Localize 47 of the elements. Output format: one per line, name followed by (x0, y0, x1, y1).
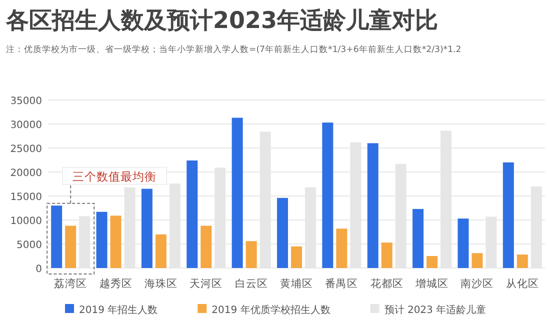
y-tick-label: 35000 (10, 96, 42, 107)
bar (200, 226, 212, 268)
chart-title: 各区招生人数及预计2023年适龄儿童对比 (5, 7, 438, 34)
y-tick-label: 10000 (10, 216, 42, 227)
bar (141, 188, 152, 268)
x-tick-label: 增城区 (414, 277, 449, 290)
bar (502, 162, 514, 268)
y-tick-label: 30000 (10, 120, 42, 131)
y-tick-label: 0 (36, 264, 42, 275)
annotation: 三个数值最均衡 (72, 169, 157, 184)
x-tick-label: 黄埔区 (280, 277, 313, 290)
bar (412, 208, 424, 268)
x-tick-label: 南沙区 (460, 277, 494, 290)
bar (336, 228, 348, 268)
legend-label: 2019 年招生人数 (79, 304, 158, 316)
legend-label: 2019 年优质学校招生人数 (212, 304, 330, 316)
bar (232, 118, 243, 268)
x-tick-label: 白云区 (234, 278, 268, 290)
bar (51, 206, 62, 268)
y-tick-label: 15000 (10, 192, 42, 203)
bar (96, 212, 108, 268)
y-tick-label: 25000 (10, 144, 42, 155)
x-tick-label: 番禺区 (325, 277, 358, 290)
bar (110, 216, 122, 268)
text: 注：优质学校为市一级、省一级学校；当年小学新增入学人数=(7年前新生人口数*1/3+6年前新生人口数*2/3)*1.2 (6, 44, 462, 55)
x-tick-label: 天河区 (190, 278, 223, 290)
x-tick-label: 荔湾区 (54, 277, 88, 290)
bar (155, 234, 166, 268)
y-tick-label: 20000 (10, 168, 42, 179)
x-tick-label: 从化区 (506, 277, 539, 290)
bar (246, 241, 257, 268)
x-tick-label: 海珠区 (144, 277, 178, 290)
bar (322, 122, 334, 268)
x-tick-label: 花都区 (370, 277, 404, 290)
bar (426, 256, 438, 268)
bar (381, 242, 392, 268)
bar (277, 198, 288, 268)
bar (516, 254, 528, 268)
legend-label: 预计 2023 年适龄儿童 (384, 304, 486, 316)
bar (291, 246, 302, 268)
bar (472, 253, 483, 268)
bar (367, 143, 378, 268)
y-tick-label: 5000 (16, 240, 42, 251)
bar (186, 160, 198, 268)
bar (65, 226, 76, 268)
bar (458, 218, 469, 268)
x-tick-label: 越秀区 (99, 277, 132, 290)
